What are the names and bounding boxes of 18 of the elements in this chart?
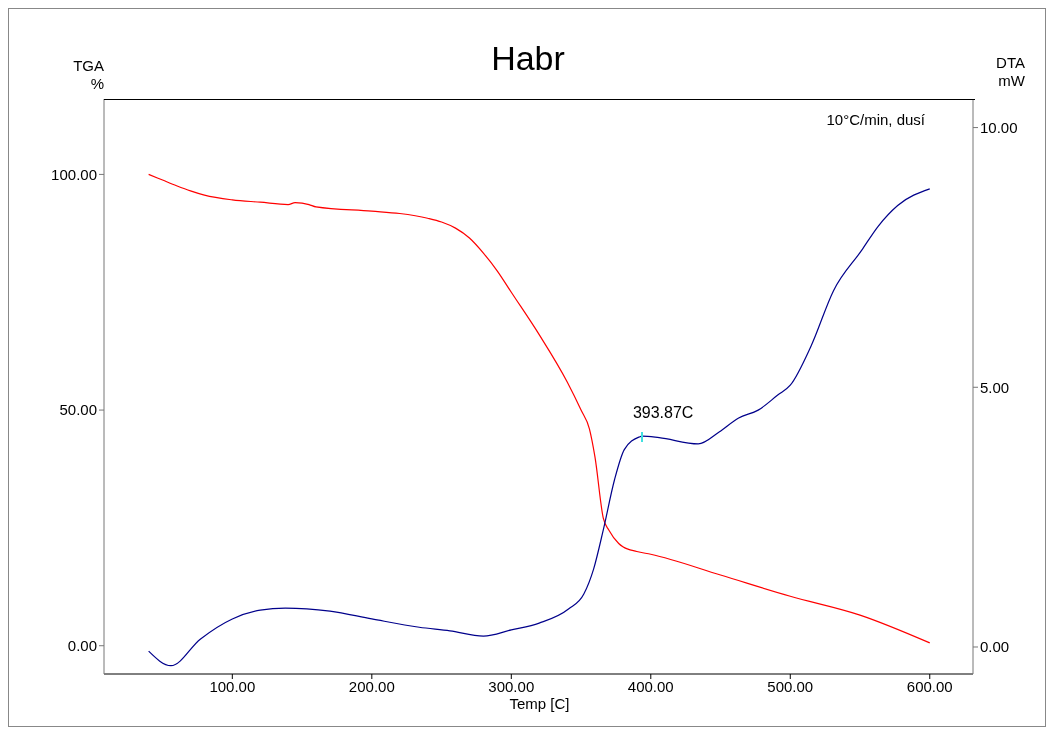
y2-tick-label: 10.00 [980,118,1018,136]
y-tick-label: 100.00 [51,165,97,183]
y2-tick-label: 0.00 [980,638,1010,656]
x-tick-label: 500.00 [767,677,814,695]
x-tick-label: 200.00 [348,677,395,695]
x-tick-label: 300.00 [488,677,535,695]
y-tick-label: 50.00 [59,401,97,419]
annotation: 10°C/min, dusí [826,111,925,128]
y2-axis-title: DTA mW [995,54,1025,90]
x-tick-label: 400.00 [627,677,674,695]
x-axis-title: Temp [C] [508,695,571,712]
y-axis-title: TGA % [72,57,104,93]
y2-tick-label: 5.00 [980,378,1010,396]
x-tick-label: 100.00 [209,677,256,695]
annotation: 393.87C [631,404,695,423]
x-tick-label: 600.00 [906,677,953,695]
chart-title: Habr [491,39,565,77]
y-tick-label: 0.00 [67,637,97,655]
